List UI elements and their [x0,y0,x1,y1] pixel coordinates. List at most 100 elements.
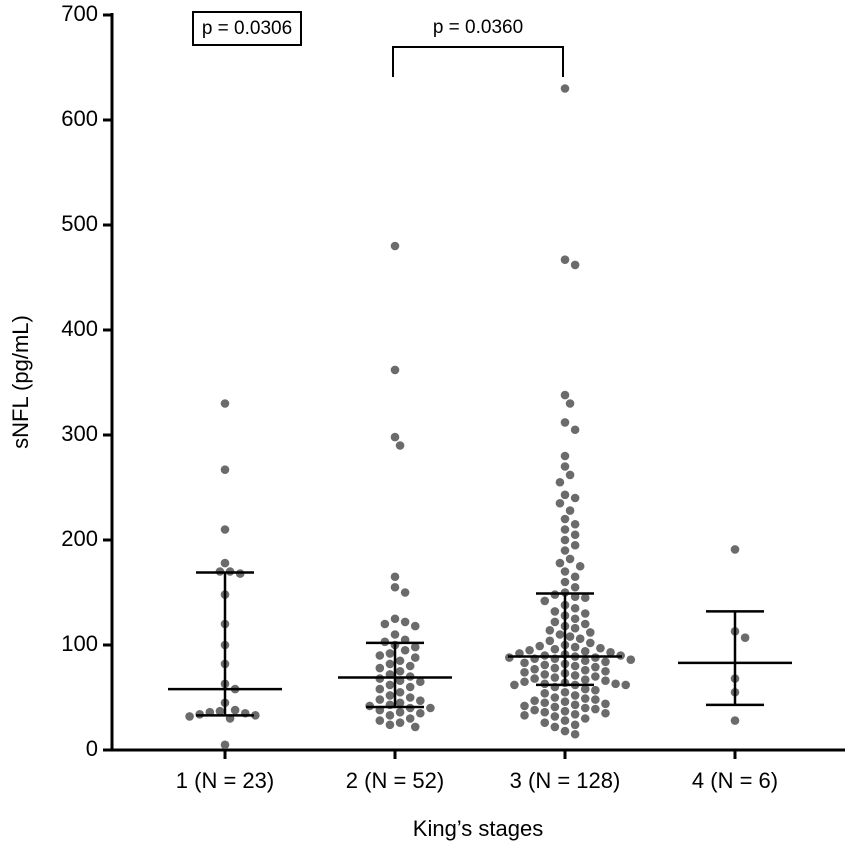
data-point [560,84,570,93]
data-point [601,657,610,667]
data-point [565,399,575,408]
data-point [740,633,750,642]
data-point [405,693,415,702]
data-point [525,645,534,655]
data-point [601,666,610,676]
data-point [530,696,539,705]
data-point [565,470,575,480]
data-point [540,660,550,670]
data-point [560,697,570,706]
y-tick-label: 100 [61,631,98,656]
y-tick-label: 200 [61,526,98,551]
data-point [550,663,560,673]
data-point [385,720,395,730]
data-point [560,716,570,725]
data-point [596,643,605,653]
data-point [395,707,405,717]
data-point [560,567,570,576]
data-point [570,671,580,680]
data-point [520,668,529,677]
data-point [586,638,595,648]
data-point [385,659,395,669]
data-point [416,708,425,718]
data-point [251,711,260,720]
data-point [395,698,405,708]
data-point [570,519,580,529]
x-axis-label: King’s stages [413,816,543,841]
data-point [375,716,385,725]
data-point [550,673,560,682]
data-point [390,630,400,639]
y-tick-label: 0 [86,736,98,761]
data-point [510,680,519,690]
data-point [570,260,580,270]
data-point [570,540,580,550]
data-point [591,662,600,672]
data-point [540,596,550,606]
data-point [390,365,400,375]
data-point [565,506,575,515]
data-point [405,714,415,723]
data-point [390,582,400,592]
data-point [390,432,400,442]
data-point [555,477,565,487]
data-point [395,666,405,676]
data-point [550,607,560,616]
data-point [390,241,400,251]
data-point [570,582,580,592]
data-point [215,706,225,716]
data-point [580,619,590,629]
data-point [560,706,570,716]
data-point [575,634,585,643]
data-point [385,649,395,658]
data-point [520,677,529,687]
data-point [570,642,580,652]
data-point [540,707,550,717]
data-point [385,680,395,690]
y-tick-label: 600 [61,106,98,131]
data-point [555,630,565,639]
data-point [606,648,615,657]
data-point [570,493,580,503]
data-point [570,729,580,739]
data-point [560,726,570,736]
data-point [730,716,740,725]
data-point [530,674,539,683]
data-point [580,714,590,723]
data-point [565,554,575,564]
data-point [626,655,636,664]
x-tick-label: 2 (N = 52) [346,768,444,793]
data-point [550,722,560,732]
data-point [560,577,570,587]
significance-bracket [392,46,564,77]
data-point [400,588,410,597]
y-tick-label: 700 [61,1,98,26]
y-tick-label: 300 [61,421,98,446]
data-point [410,722,420,732]
data-point [560,687,570,697]
data-point [550,617,560,627]
data-point [570,700,580,710]
data-point [560,514,570,524]
y-axis-label: sNFL (pg/mL) [8,315,33,449]
data-point [580,694,590,703]
data-point [390,572,400,582]
data-point [520,701,529,711]
data-point [405,661,415,671]
data-point [570,614,580,624]
data-point [580,675,590,684]
x-tick-label: 1 (N = 23) [176,768,274,793]
data-point [395,441,405,450]
data-point [385,711,395,720]
data-point [580,703,590,713]
data-point [550,644,560,654]
data-point [601,699,610,709]
data-point [220,399,230,408]
data-point [380,619,390,629]
data-point [540,689,550,698]
data-point [601,708,610,718]
data-point [550,702,560,712]
data-point [570,710,580,719]
data-point [611,679,620,689]
data-point [400,617,410,627]
